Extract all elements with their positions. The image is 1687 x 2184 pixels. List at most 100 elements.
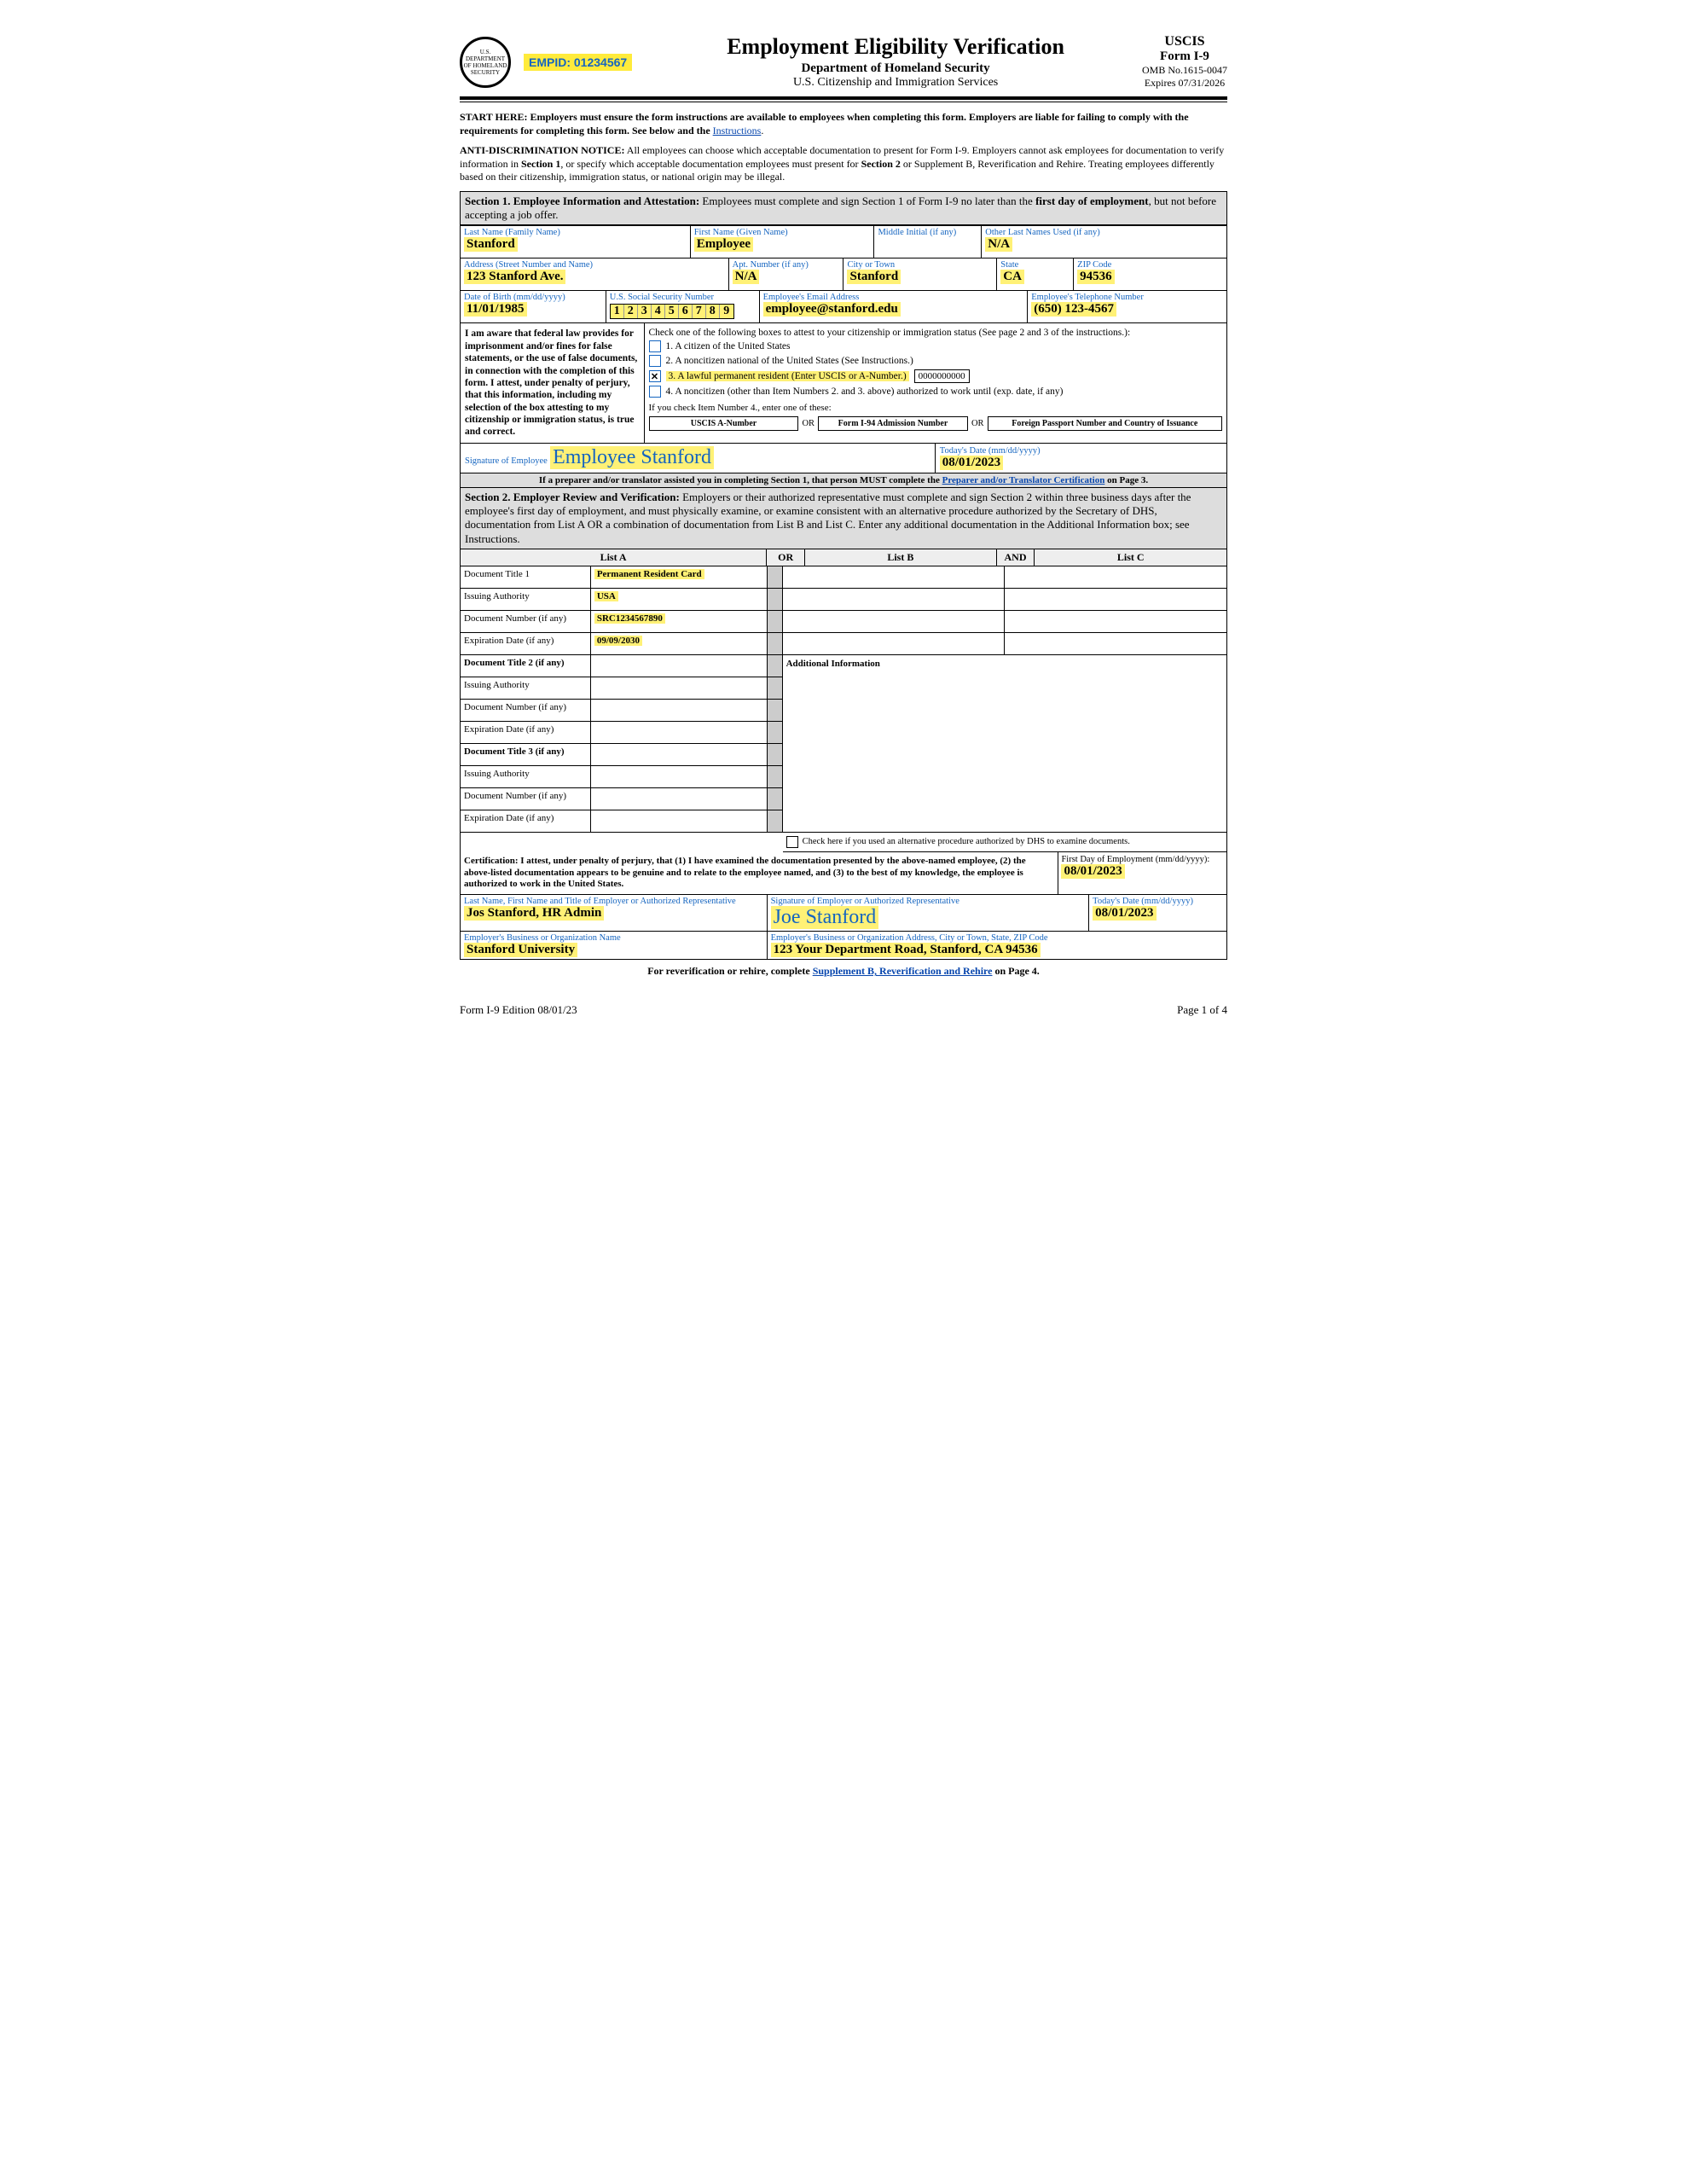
a-ed2-field[interactable] <box>591 722 768 744</box>
checkbox-noncitizen-national[interactable] <box>649 355 661 367</box>
c-dn1-field[interactable] <box>1005 611 1227 633</box>
a-dn1-field[interactable]: SRC1234567890 <box>591 611 768 633</box>
agency-name: U.S. Citizenship and Immigration Service… <box>649 76 1142 90</box>
ssn-field[interactable]: U.S. Social Security Number 123456789 <box>606 291 760 323</box>
employer-sig-field[interactable]: Signature of Employer or Authorized Repr… <box>768 895 1090 932</box>
b-dt1-field[interactable] <box>783 566 1006 589</box>
a-dn3-field[interactable] <box>591 788 768 810</box>
employee-sig-date-field[interactable]: Today's Date (mm/dd/yyyy) 08/01/2023 <box>936 444 1226 473</box>
state-field[interactable]: StateCA <box>997 258 1074 291</box>
a-ia1-field[interactable]: USA <box>591 589 768 611</box>
opt4-sub: If you check Item Number 4., enter one o… <box>649 403 1222 413</box>
ed1-label: Expiration Date (if any) <box>461 633 591 655</box>
expiry-date: Expires 07/31/2026 <box>1142 77 1227 90</box>
alt-procedure-row: Check here if you used an alternative pr… <box>783 833 1227 852</box>
preparer-note: If a preparer and/or translator assisted… <box>460 473 1227 488</box>
phone-field[interactable]: Employee's Telephone Number(650) 123-456… <box>1028 291 1227 323</box>
checkbox-noncitizen-auth[interactable] <box>649 386 661 398</box>
employer-signature: Joe Stanford <box>771 906 879 929</box>
employer-date-field[interactable]: Today's Date (mm/dd/yyyy) 08/01/2023 <box>1089 895 1227 932</box>
employer-name-field[interactable]: Last Name, First Name and Title of Emplo… <box>461 895 768 932</box>
dn1-label: Document Number (if any) <box>461 611 591 633</box>
form-edition: Form I-9 Edition 08/01/23 <box>460 1003 577 1017</box>
a-dt2-field[interactable] <box>591 655 768 677</box>
list-header: List A OR List B AND List C <box>460 549 1227 566</box>
opt2-label: 2. A noncitizen national of the United S… <box>666 356 913 366</box>
dt2-label: Document Title 2 (if any) <box>461 655 591 677</box>
form-title: Employment Eligibility Verification <box>649 34 1142 60</box>
ia1-label: Issuing Authority <box>461 589 591 611</box>
address-field[interactable]: Address (Street Number and Name)123 Stan… <box>461 258 729 291</box>
a-ia2-field[interactable] <box>591 677 768 700</box>
certification-text: Certification: I attest, under penalty o… <box>461 852 1058 894</box>
instructions-link[interactable]: Instructions <box>713 125 762 136</box>
a-ed3-field[interactable] <box>591 810 768 833</box>
firstname-field[interactable]: First Name (Given Name)Employee <box>691 226 875 258</box>
ed2-label: Expiration Date (if any) <box>461 722 591 744</box>
attestation-row: I am aware that federal law provides for… <box>460 323 1227 443</box>
othernames-field[interactable]: Other Last Names Used (if any)N/A <box>982 226 1227 258</box>
apt-field[interactable]: Apt. Number (if any)N/A <box>729 258 844 291</box>
additional-info-box[interactable]: Additional Information <box>783 655 1227 833</box>
page-number: Page 1 of 4 <box>1177 1003 1227 1017</box>
uscis-line2: Form I-9 <box>1142 49 1227 64</box>
perjury-text: I am aware that federal law provides for… <box>461 323 645 442</box>
dt1-label: Document Title 1 <box>461 566 591 589</box>
alt-procedure-label: Check here if you used an alternative pr… <box>803 837 1130 846</box>
passport-box[interactable]: Foreign Passport Number and Country of I… <box>988 416 1222 431</box>
c-ia1-field[interactable] <box>1005 589 1227 611</box>
a-dt3-field[interactable] <box>591 744 768 766</box>
page-footer: Form I-9 Edition 08/01/23 Page 1 of 4 <box>460 1003 1227 1017</box>
b-ed1-field[interactable] <box>783 633 1006 655</box>
employee-signature-field[interactable]: Signature of Employee Employee Stanford <box>461 444 936 473</box>
start-here-text: START HERE: Employers must ensure the fo… <box>460 111 1227 137</box>
supplement-b-link[interactable]: Supplement B, Reverification and Rehire <box>813 965 993 977</box>
citizenship-options: Check one of the following boxes to atte… <box>645 323 1226 442</box>
alt-procedure-checkbox[interactable] <box>786 836 798 848</box>
omb-number: OMB No.1615-0047 <box>1142 64 1227 77</box>
employee-signature: Employee Stanford <box>550 446 714 469</box>
or1: OR <box>802 419 815 428</box>
a-ia3-field[interactable] <box>591 766 768 788</box>
checkbox-citizen[interactable] <box>649 340 661 352</box>
section1-header: Section 1. Employee Information and Atte… <box>460 191 1227 226</box>
checkbox-lpr[interactable] <box>649 370 661 382</box>
ssn-boxes: 123456789 <box>610 304 734 319</box>
a-ed1-field[interactable]: 09/09/2030 <box>591 633 768 655</box>
b-dn1-field[interactable] <box>783 611 1006 633</box>
i94-box[interactable]: Form I-94 Admission Number <box>818 416 968 431</box>
a-number-field[interactable]: 0000000000 <box>914 369 970 383</box>
first-day-field[interactable]: First Day of Employment (mm/dd/yyyy): 08… <box>1058 852 1226 894</box>
a-dt1-field[interactable]: Permanent Resident Card <box>591 566 768 589</box>
dob-row: Date of Birth (mm/dd/yyyy)11/01/1985 U.S… <box>460 291 1227 323</box>
or-hdr: OR <box>767 549 805 566</box>
dn2-label: Document Number (if any) <box>461 700 591 722</box>
mi-field[interactable]: Middle Initial (if any) <box>874 226 982 258</box>
city-field[interactable]: City or TownStanford <box>844 258 997 291</box>
list-b-hdr: List B <box>805 549 997 566</box>
c-dt1-field[interactable] <box>1005 566 1227 589</box>
preparer-link[interactable]: Preparer and/or Translator Certification <box>942 475 1105 485</box>
anti-discrimination-text: ANTI-DISCRIMINATION NOTICE: All employee… <box>460 144 1227 184</box>
ia2-label: Issuing Authority <box>461 677 591 700</box>
b-ia1-field[interactable] <box>783 589 1006 611</box>
dn3-label: Document Number (if any) <box>461 788 591 810</box>
lastname-field[interactable]: Last Name (Family Name)Stanford <box>461 226 691 258</box>
uscis-line1: USCIS <box>1142 34 1227 49</box>
employee-sig-row: Signature of Employee Employee Stanford … <box>460 444 1227 473</box>
zip-field[interactable]: ZIP Code94536 <box>1074 258 1227 291</box>
a-dn2-field[interactable] <box>591 700 768 722</box>
certification-row: Certification: I attest, under penalty o… <box>460 852 1227 895</box>
org-name-field[interactable]: Employer's Business or Organization Name… <box>461 932 768 960</box>
email-field[interactable]: Employee's Email Addressemployee@stanfor… <box>760 291 1029 323</box>
check-intro: Check one of the following boxes to atte… <box>649 328 1222 338</box>
ia3-label: Issuing Authority <box>461 766 591 788</box>
org-address-field[interactable]: Employer's Business or Organization Addr… <box>768 932 1227 960</box>
form-page: U.S. DEPARTMENT OF HOMELAND SECURITY EMP… <box>460 34 1227 1017</box>
name-row: Last Name (Family Name)Stanford First Na… <box>460 225 1227 258</box>
opt1-label: 1. A citizen of the United States <box>666 341 791 351</box>
c-ed1-field[interactable] <box>1005 633 1227 655</box>
empid-badge: EMPID: 01234567 <box>524 54 632 71</box>
uscis-anumber-box[interactable]: USCIS A-Number <box>649 416 799 431</box>
dob-field[interactable]: Date of Birth (mm/dd/yyyy)11/01/1985 <box>461 291 606 323</box>
